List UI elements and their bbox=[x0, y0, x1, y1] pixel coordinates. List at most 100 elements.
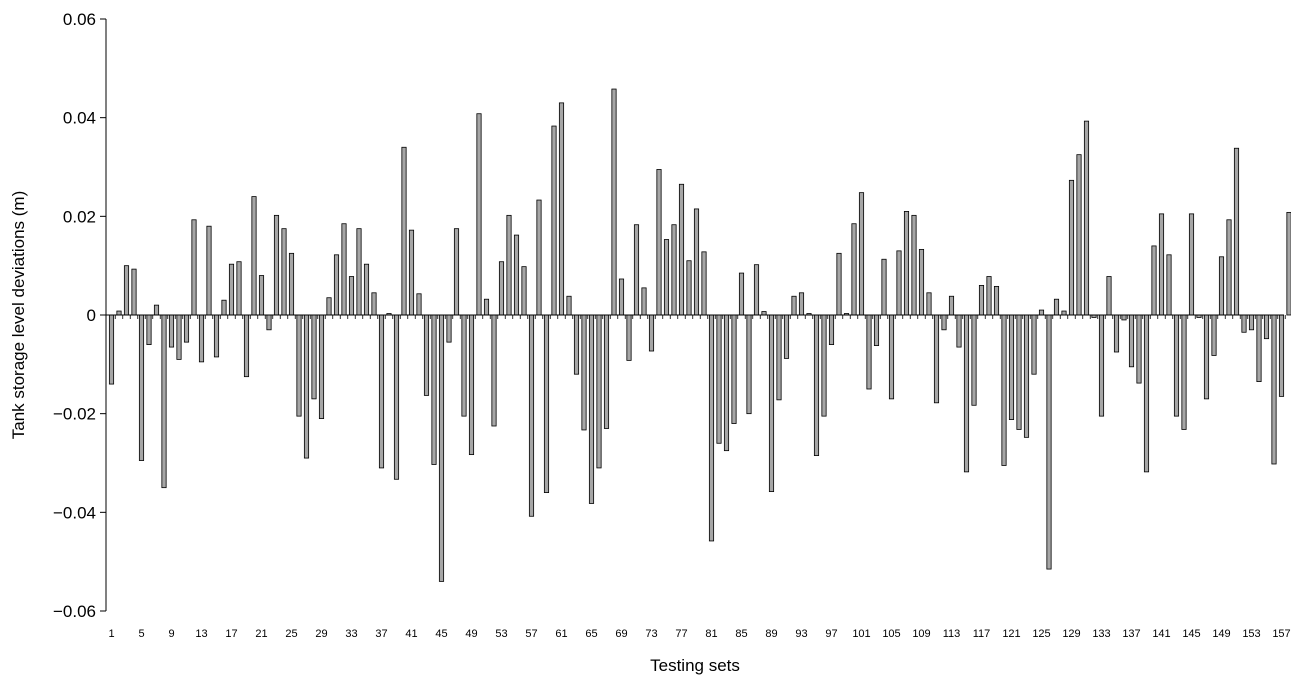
bar-114 bbox=[956, 314, 962, 348]
bar-117 bbox=[978, 284, 985, 316]
bar-63 bbox=[573, 314, 580, 375]
y-tick-label: 0.02 bbox=[63, 207, 96, 226]
bar-108 bbox=[911, 214, 917, 316]
bar-75 bbox=[663, 239, 670, 316]
bar-32 bbox=[341, 223, 347, 316]
bar-136 bbox=[1121, 314, 1127, 321]
bar-65 bbox=[588, 314, 595, 504]
bar-27 bbox=[303, 314, 310, 459]
x-tick-label: 1 bbox=[108, 628, 114, 640]
bar-64 bbox=[581, 314, 587, 431]
x-tick-label: 157 bbox=[1272, 628, 1290, 640]
x-tick-label: 101 bbox=[852, 628, 870, 640]
bar-46 bbox=[446, 314, 452, 343]
bar-2 bbox=[116, 310, 122, 316]
bar-109 bbox=[918, 248, 925, 316]
bar-18 bbox=[236, 261, 242, 316]
bar-96 bbox=[821, 314, 827, 417]
x-tick-label: 117 bbox=[973, 628, 991, 640]
bar-128 bbox=[1061, 310, 1067, 316]
bar-35 bbox=[363, 263, 370, 316]
bar-77 bbox=[678, 183, 685, 316]
bar-33 bbox=[348, 276, 355, 316]
x-tick-marks bbox=[114, 315, 1286, 319]
bar-158 bbox=[1286, 211, 1291, 316]
x-tick-label: 49 bbox=[465, 628, 477, 640]
x-tick-label: 141 bbox=[1152, 628, 1170, 640]
bar-71 bbox=[633, 224, 640, 316]
bar-102 bbox=[866, 314, 872, 390]
bar-37 bbox=[378, 314, 385, 469]
bar-111 bbox=[933, 314, 940, 404]
x-tick-label: 81 bbox=[705, 628, 717, 640]
bar-17 bbox=[228, 263, 235, 316]
bar-51 bbox=[483, 298, 490, 316]
bar-24 bbox=[281, 228, 287, 316]
bar-8 bbox=[161, 314, 167, 489]
bar-84 bbox=[731, 314, 737, 424]
bar-82 bbox=[716, 314, 722, 444]
x-tick-label: 69 bbox=[615, 628, 627, 640]
x-tick-label: 61 bbox=[555, 628, 567, 640]
bar-30 bbox=[326, 297, 332, 316]
bar-56 bbox=[521, 266, 527, 316]
x-tick-label: 5 bbox=[138, 628, 144, 640]
x-tick-label: 145 bbox=[1182, 628, 1200, 640]
bar-69 bbox=[618, 278, 625, 316]
x-tick-label: 17 bbox=[225, 628, 237, 640]
y-tick-label: −0.06 bbox=[53, 602, 96, 621]
bar-29 bbox=[318, 314, 325, 419]
bar-25 bbox=[288, 252, 295, 316]
bar-100 bbox=[851, 223, 857, 316]
bar-127 bbox=[1053, 298, 1060, 316]
x-tick-label: 77 bbox=[675, 628, 687, 640]
bar-10 bbox=[176, 314, 182, 360]
bar-85 bbox=[738, 272, 745, 316]
bar-116 bbox=[971, 314, 977, 406]
bar-23 bbox=[273, 214, 280, 316]
bar-135 bbox=[1113, 314, 1120, 353]
bar-21 bbox=[258, 275, 265, 316]
bar-143 bbox=[1173, 314, 1180, 417]
y-tick-label: 0 bbox=[87, 306, 96, 325]
bar-157 bbox=[1278, 314, 1285, 397]
bar-70 bbox=[626, 314, 632, 361]
bar-147 bbox=[1203, 314, 1210, 400]
bar-57 bbox=[528, 314, 535, 517]
bar-137 bbox=[1128, 314, 1135, 368]
bar-13 bbox=[198, 314, 205, 363]
bar-154 bbox=[1256, 314, 1262, 382]
bar-72 bbox=[641, 287, 647, 316]
x-tick-label: 57 bbox=[525, 628, 537, 640]
bar-142 bbox=[1166, 254, 1172, 316]
x-tick-label: 85 bbox=[735, 628, 747, 640]
y-tick-label: −0.04 bbox=[53, 503, 96, 522]
x-tick-label: 53 bbox=[495, 628, 507, 640]
bar-15 bbox=[213, 314, 220, 358]
bar-155 bbox=[1263, 314, 1270, 340]
bar-50 bbox=[476, 113, 482, 316]
x-tick-label: 129 bbox=[1062, 628, 1080, 640]
x-tick-label: 21 bbox=[255, 628, 267, 640]
bar-101 bbox=[858, 192, 865, 316]
bar-145 bbox=[1188, 213, 1195, 316]
bar-149 bbox=[1218, 256, 1225, 316]
x-tick-label: 37 bbox=[375, 628, 387, 640]
bar-6 bbox=[146, 314, 152, 346]
bar-40 bbox=[401, 146, 407, 316]
bar-148 bbox=[1211, 314, 1217, 356]
bar-118 bbox=[986, 276, 992, 316]
bar-138 bbox=[1136, 314, 1142, 384]
bar-36 bbox=[371, 292, 377, 316]
x-tick-label: 29 bbox=[315, 628, 327, 640]
bar-131 bbox=[1083, 120, 1090, 316]
bar-42 bbox=[416, 293, 422, 316]
x-tick-label: 25 bbox=[285, 628, 297, 640]
bar-62 bbox=[566, 295, 572, 316]
bar-153 bbox=[1248, 314, 1255, 331]
bar-115 bbox=[963, 314, 970, 473]
bar-45 bbox=[438, 314, 445, 582]
x-tick-label: 149 bbox=[1212, 628, 1230, 640]
bar-76 bbox=[671, 224, 677, 316]
